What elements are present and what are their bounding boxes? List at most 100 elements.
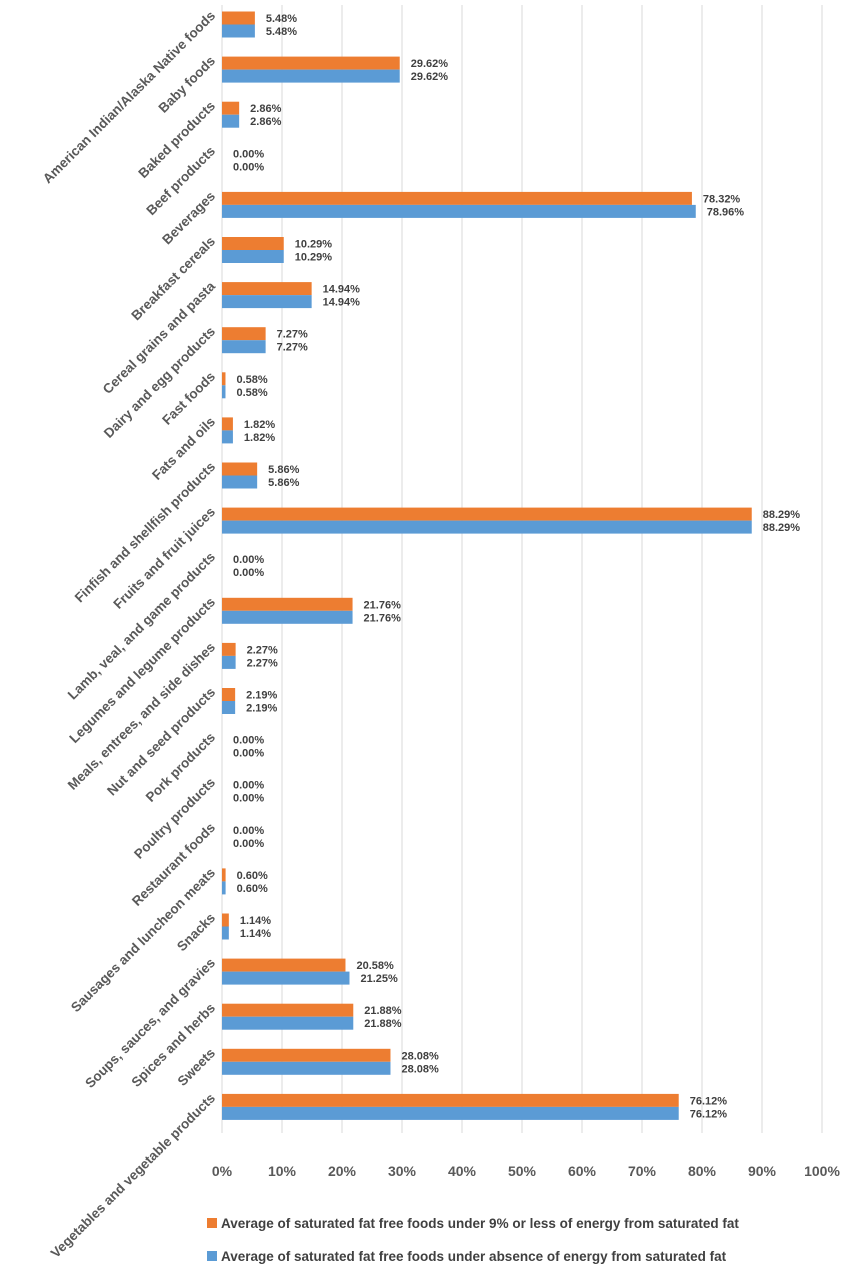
- bar-series-1: [222, 11, 255, 25]
- bar-series-2: [222, 24, 255, 38]
- bar-series-1: [222, 688, 236, 701]
- data-label-series-1: 2.86%: [250, 103, 281, 115]
- category-label: Spices and herbs: [128, 1000, 218, 1090]
- bar-series-1: [222, 1093, 679, 1107]
- data-label-series-1: 0.00%: [233, 780, 264, 792]
- bar-series-2: [222, 250, 284, 263]
- legend-swatch: [207, 1218, 217, 1228]
- data-label-series-1: 88.29%: [763, 509, 801, 521]
- data-label-series-2: 0.00%: [233, 567, 264, 579]
- bar-series-1: [222, 417, 233, 431]
- x-tick-label: 60%: [568, 1163, 597, 1179]
- data-label-series-1: 20.58%: [356, 960, 394, 972]
- bar-series-1: [222, 913, 229, 927]
- legend-label: Average of saturated fat free foods unde…: [221, 1249, 727, 1264]
- x-tick-label: 30%: [388, 1163, 417, 1179]
- data-label-series-2: 2.19%: [246, 703, 277, 715]
- bar-series-2: [222, 69, 400, 83]
- bar-series-2: [222, 1061, 391, 1075]
- category-label: Vegetables and vegetable products: [48, 1090, 218, 1260]
- data-label-series-1: 5.86%: [268, 464, 299, 476]
- bar-series-2: [222, 204, 696, 218]
- data-label-series-1: 28.08%: [401, 1050, 439, 1062]
- data-label-series-1: 14.94%: [323, 284, 361, 296]
- bar-series-2: [222, 1106, 679, 1120]
- data-label-series-2: 2.86%: [250, 116, 281, 128]
- bar-series-2: [222, 385, 226, 399]
- bars: [222, 11, 752, 1120]
- data-label-series-2: 88.29%: [763, 522, 801, 534]
- data-label-series-2: 0.00%: [233, 838, 264, 850]
- bar-series-2: [222, 1016, 354, 1030]
- data-label-series-1: 1.82%: [244, 419, 275, 431]
- bar-series-1: [222, 1003, 354, 1017]
- data-label-series-2: 2.27%: [247, 657, 278, 669]
- data-label-series-2: 76.12%: [690, 1108, 728, 1120]
- bar-series-2: [222, 881, 226, 895]
- category-label: Poultry products: [131, 775, 218, 862]
- data-label-series-1: 5.48%: [266, 13, 297, 25]
- data-label-series-2: 0.00%: [233, 748, 264, 760]
- category-labels: American Indian/Alaska Native foodsBaby …: [40, 8, 219, 1261]
- data-label-series-1: 29.62%: [411, 58, 449, 70]
- data-label-series-1: 10.29%: [295, 239, 333, 251]
- x-tick-label: 80%: [688, 1163, 717, 1179]
- bar-series-1: [222, 597, 353, 611]
- data-label-series-2: 1.82%: [244, 432, 275, 444]
- data-label-series-2: 28.08%: [401, 1063, 439, 1075]
- bar-series-2: [222, 926, 229, 940]
- x-axis-tick-labels: 0% 10% 20% 30% 40% 50% 60% 70% 80% 90% 100%: [212, 1163, 841, 1179]
- data-label-series-2: 21.25%: [361, 973, 399, 985]
- bar-series-1: [222, 372, 226, 386]
- bar-series-2: [222, 610, 353, 624]
- bar-series-1: [222, 868, 226, 882]
- data-label-series-2: 0.60%: [237, 883, 268, 895]
- data-label-series-2: 0.00%: [233, 793, 264, 805]
- bar-series-1: [222, 282, 312, 296]
- data-label-series-1: 0.00%: [233, 825, 264, 837]
- legend: Average of saturated fat free foods unde…: [207, 1216, 739, 1264]
- data-label-series-2: 5.48%: [266, 26, 297, 38]
- data-label-series-2: 7.27%: [277, 342, 308, 354]
- legend-label: Average of saturated fat free foods unde…: [221, 1216, 739, 1231]
- category-label: Baked products: [135, 98, 218, 181]
- bar-series-1: [222, 56, 400, 70]
- bar-series-2: [222, 655, 236, 669]
- category-label: Sweets: [175, 1045, 219, 1089]
- bar-series-1: [222, 327, 266, 341]
- data-label-series-2: 29.62%: [411, 71, 449, 83]
- bar-series-1: [222, 1048, 391, 1062]
- data-label-series-1: 2.27%: [247, 644, 278, 656]
- bar-series-1: [222, 237, 284, 250]
- data-label-series-2: 21.76%: [364, 612, 402, 624]
- category-label: Snacks: [174, 910, 218, 954]
- bar-series-1: [222, 191, 692, 205]
- bar-series-1: [222, 507, 752, 521]
- data-label-series-2: 0.58%: [236, 387, 267, 399]
- bar-series-2: [222, 340, 266, 354]
- bar-series-1: [222, 462, 258, 476]
- bar-series-2: [222, 520, 752, 534]
- data-label-series-1: 21.76%: [364, 599, 402, 611]
- legend-swatch: [207, 1251, 217, 1261]
- bar-series-2: [222, 295, 312, 309]
- data-label-series-1: 2.19%: [246, 690, 277, 702]
- data-label-series-1: 21.88%: [364, 1005, 402, 1017]
- data-label-series-2: 5.86%: [268, 477, 299, 489]
- data-labels: 5.48%5.48%29.62%29.62%2.86%2.86%0.00%0.0…: [233, 13, 800, 1120]
- category-label: Breakfast cereals: [128, 234, 218, 324]
- bar-series-1: [222, 958, 346, 972]
- bar-series-2: [222, 701, 236, 714]
- x-tick-label: 10%: [268, 1163, 297, 1179]
- x-tick-label: 70%: [628, 1163, 657, 1179]
- bar-series-2: [222, 114, 240, 128]
- x-tick-label: 50%: [508, 1163, 537, 1179]
- bar-series-2: [222, 475, 258, 489]
- bar-series-2: [222, 971, 350, 985]
- data-label-series-2: 0.00%: [233, 161, 264, 173]
- category-label: Restaurant foods: [129, 820, 218, 909]
- data-label-series-2: 10.29%: [295, 252, 333, 264]
- bar-series-1: [222, 642, 236, 656]
- data-label-series-2: 21.88%: [364, 1018, 402, 1030]
